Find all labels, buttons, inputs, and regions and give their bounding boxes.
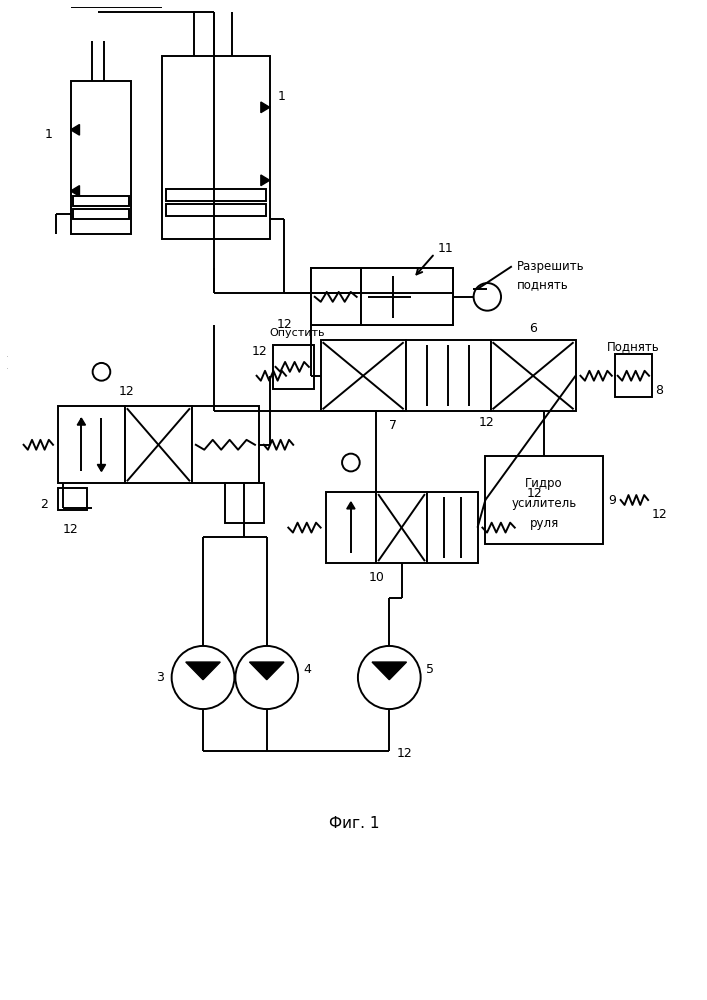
Text: 12: 12: [652, 508, 668, 521]
Bar: [73, 209, 129, 219]
Bar: [361, 268, 453, 325]
Circle shape: [235, 646, 298, 709]
Text: Опустить: Опустить: [269, 328, 325, 338]
Polygon shape: [71, 124, 79, 135]
Text: Фиг. 1: Фиг. 1: [329, 816, 379, 831]
Circle shape: [172, 646, 235, 709]
Text: 9: 9: [608, 494, 616, 507]
Circle shape: [93, 363, 110, 381]
Text: 12: 12: [118, 385, 134, 398]
Bar: [273, 345, 314, 389]
Text: 7: 7: [389, 419, 397, 432]
Bar: [321, 340, 406, 411]
Text: 6: 6: [529, 322, 537, 336]
Bar: [311, 268, 361, 325]
Text: 4: 4: [303, 663, 311, 676]
Text: 8: 8: [655, 384, 663, 397]
Bar: [615, 354, 652, 397]
Bar: [192, 406, 259, 483]
Bar: [165, 204, 266, 216]
Text: усилитель: усилитель: [512, 497, 577, 510]
Text: 12: 12: [63, 523, 78, 536]
Circle shape: [342, 454, 360, 471]
Text: Поднять: Поднять: [607, 340, 660, 353]
Bar: [125, 406, 192, 483]
Bar: [376, 492, 427, 563]
Bar: [71, 81, 132, 234]
Text: 12: 12: [527, 487, 542, 500]
Text: 12: 12: [397, 747, 413, 760]
Polygon shape: [98, 464, 105, 471]
Text: 1: 1: [278, 90, 286, 103]
Text: поднять: поднять: [517, 279, 568, 292]
Polygon shape: [346, 502, 355, 509]
Text: 1: 1: [45, 128, 53, 141]
Text: руля: руля: [530, 517, 559, 530]
Polygon shape: [372, 662, 407, 680]
Polygon shape: [186, 662, 221, 680]
Bar: [427, 492, 477, 563]
Polygon shape: [261, 175, 269, 186]
Bar: [491, 340, 575, 411]
Polygon shape: [261, 102, 269, 113]
Text: Разрешить: Разрешить: [517, 260, 585, 273]
Text: 12: 12: [276, 318, 292, 331]
Bar: [406, 340, 491, 411]
Polygon shape: [71, 186, 79, 196]
Text: 3: 3: [156, 671, 164, 684]
Text: 10: 10: [368, 571, 384, 584]
Text: 2: 2: [40, 498, 48, 511]
Polygon shape: [77, 418, 86, 425]
Polygon shape: [250, 662, 284, 680]
Text: 12: 12: [479, 416, 494, 429]
Bar: [311, 268, 453, 325]
Bar: [325, 492, 376, 563]
Text: Гидро: Гидро: [525, 477, 563, 490]
Bar: [225, 483, 264, 523]
Text: 12: 12: [252, 345, 268, 358]
Text: 11: 11: [438, 242, 453, 255]
Circle shape: [474, 283, 501, 311]
Circle shape: [358, 646, 421, 709]
Bar: [486, 456, 603, 544]
Bar: [165, 189, 266, 201]
Bar: [162, 56, 269, 239]
Text: 5: 5: [426, 663, 433, 676]
Bar: [58, 488, 88, 510]
Bar: [58, 406, 125, 483]
Bar: [73, 196, 129, 206]
